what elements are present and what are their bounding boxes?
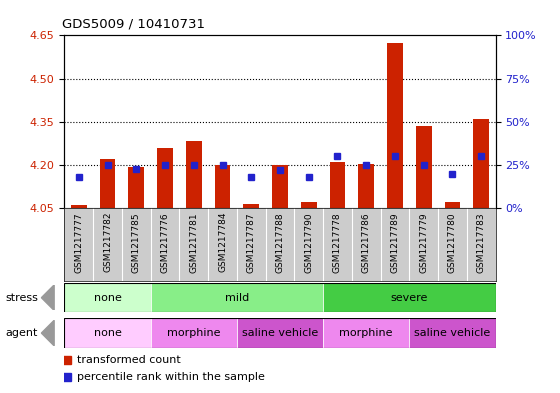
Bar xyxy=(387,42,403,208)
Text: GDS5009 / 10410731: GDS5009 / 10410731 xyxy=(62,18,204,31)
Bar xyxy=(237,318,323,348)
Bar xyxy=(409,318,496,348)
Bar xyxy=(416,126,432,208)
Text: GSM1217790: GSM1217790 xyxy=(304,212,313,273)
Text: morphine: morphine xyxy=(339,328,393,338)
Text: none: none xyxy=(94,328,122,338)
Polygon shape xyxy=(41,285,54,310)
Text: GSM1217778: GSM1217778 xyxy=(333,212,342,273)
Bar xyxy=(64,283,151,312)
Text: GSM1217780: GSM1217780 xyxy=(448,212,457,273)
Bar xyxy=(100,159,115,208)
Text: stress: stress xyxy=(6,293,39,303)
Text: saline vehicle: saline vehicle xyxy=(242,328,318,338)
Bar xyxy=(71,206,87,208)
Text: GSM1217788: GSM1217788 xyxy=(276,212,284,273)
Bar xyxy=(323,318,409,348)
Text: GSM1217776: GSM1217776 xyxy=(161,212,170,273)
Text: saline vehicle: saline vehicle xyxy=(414,328,491,338)
Bar xyxy=(358,163,374,208)
Bar xyxy=(323,283,496,312)
Text: GSM1217781: GSM1217781 xyxy=(189,212,198,273)
Bar xyxy=(214,165,230,208)
Text: GSM1217787: GSM1217787 xyxy=(247,212,256,273)
Text: transformed count: transformed count xyxy=(77,355,181,365)
Text: GSM1217785: GSM1217785 xyxy=(132,212,141,273)
Text: mild: mild xyxy=(225,293,249,303)
Text: morphine: morphine xyxy=(167,328,221,338)
Polygon shape xyxy=(41,320,54,346)
Text: GSM1217784: GSM1217784 xyxy=(218,212,227,272)
Bar xyxy=(157,148,173,208)
Text: GSM1217777: GSM1217777 xyxy=(74,212,83,273)
Bar xyxy=(64,318,151,348)
Text: severe: severe xyxy=(391,293,428,303)
Bar xyxy=(186,141,202,208)
Bar xyxy=(151,283,323,312)
Bar xyxy=(445,202,460,208)
Bar xyxy=(151,318,237,348)
Bar xyxy=(244,204,259,208)
Text: percentile rank within the sample: percentile rank within the sample xyxy=(77,372,265,382)
Text: GSM1217786: GSM1217786 xyxy=(362,212,371,273)
Bar xyxy=(301,202,316,208)
Text: agent: agent xyxy=(6,328,38,338)
Bar xyxy=(330,162,346,208)
Bar xyxy=(128,167,144,208)
Text: GSM1217789: GSM1217789 xyxy=(390,212,399,273)
Text: GSM1217783: GSM1217783 xyxy=(477,212,486,273)
Text: GSM1217779: GSM1217779 xyxy=(419,212,428,273)
Text: GSM1217782: GSM1217782 xyxy=(103,212,112,272)
Bar xyxy=(473,119,489,208)
Bar xyxy=(272,165,288,208)
Text: none: none xyxy=(94,293,122,303)
